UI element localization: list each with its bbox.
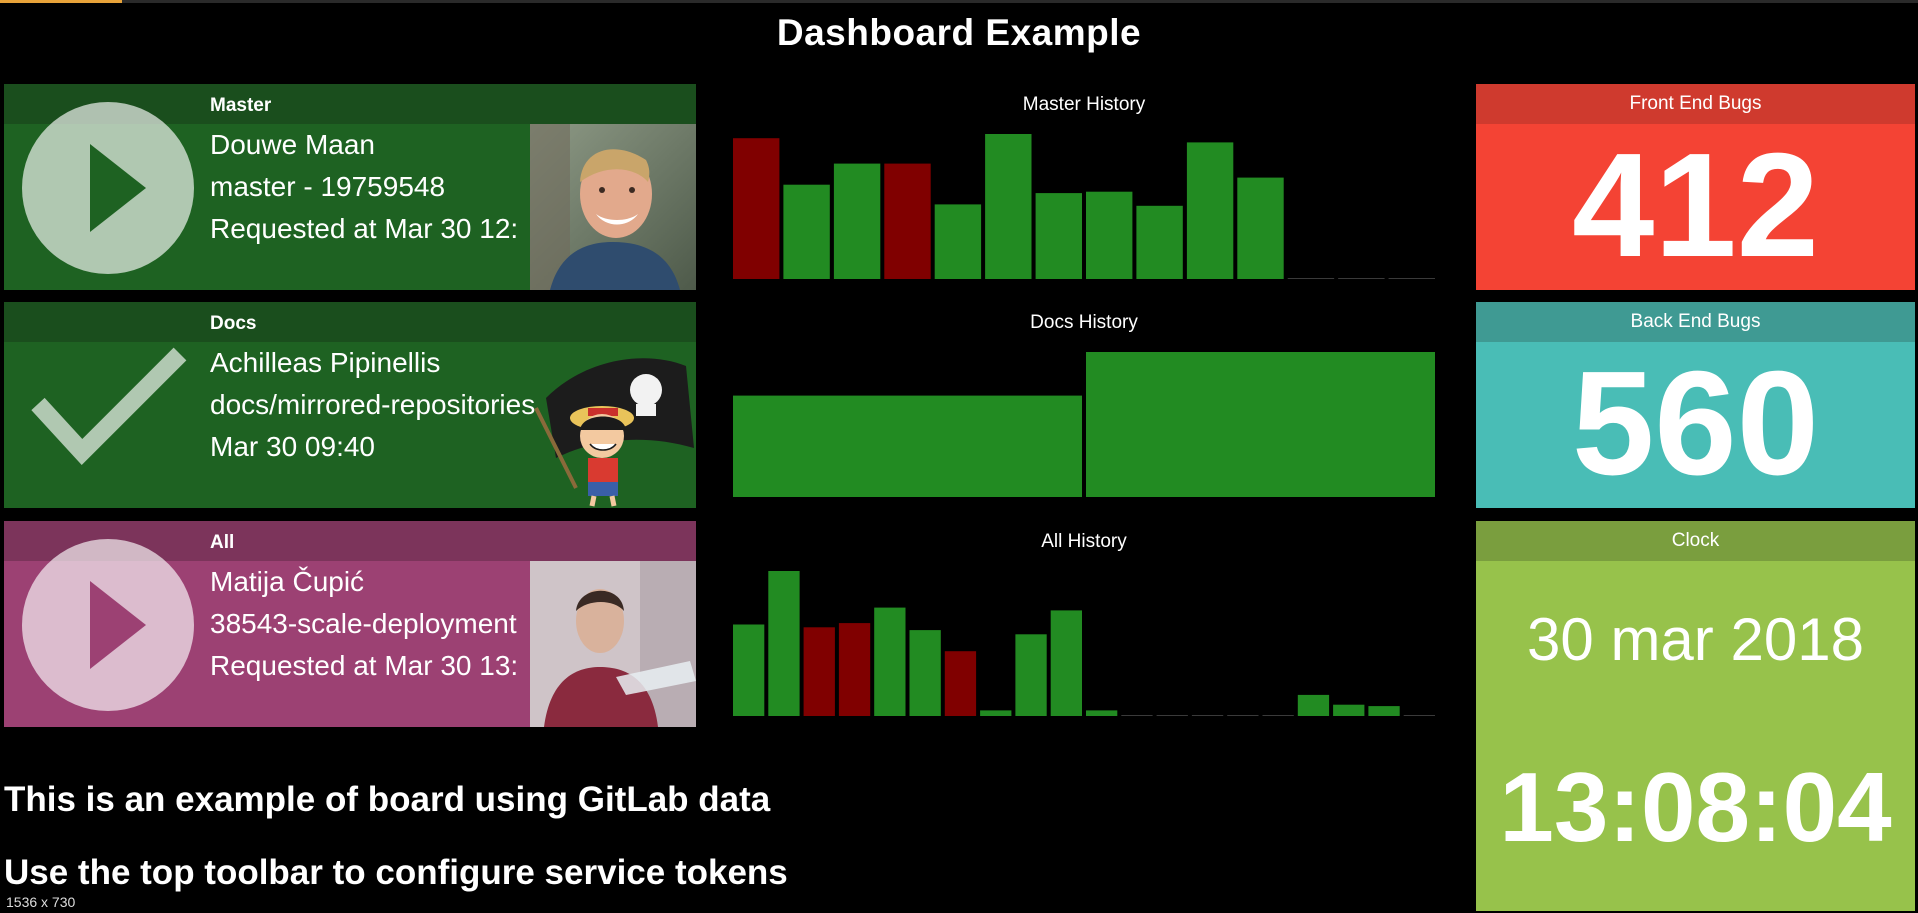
play-icon bbox=[22, 539, 194, 711]
pipeline-author: Douwe Maan bbox=[210, 129, 375, 160]
avatar bbox=[530, 561, 696, 727]
back-end-bugs-tile[interactable]: Back End Bugs 560 bbox=[1476, 302, 1915, 508]
history-bar-success[interactable] bbox=[833, 163, 881, 279]
viewport-size-badge: 1536 x 730 bbox=[0, 892, 84, 913]
history-bar-failed[interactable] bbox=[803, 627, 835, 716]
pipeline-ref: master - 19759548 bbox=[210, 171, 446, 202]
history-chart-master: Master History bbox=[733, 84, 1435, 290]
history-bar-success[interactable] bbox=[1297, 694, 1330, 716]
pipeline-card-all[interactable]: All Matija Čupić 38543-scale-deployment … bbox=[4, 521, 696, 727]
history-bar-failed[interactable] bbox=[944, 651, 977, 716]
front-end-bugs-tile[interactable]: Front End Bugs 412 bbox=[1476, 84, 1915, 290]
history-bars bbox=[733, 134, 1435, 279]
avatar bbox=[526, 338, 696, 508]
history-bar-success[interactable] bbox=[733, 624, 765, 717]
card-header: Docs bbox=[4, 302, 696, 342]
info-text-line-2: Use the top toolbar to configure service… bbox=[4, 853, 788, 892]
history-bar-success[interactable] bbox=[1086, 352, 1435, 497]
history-bar-success[interactable] bbox=[985, 134, 1032, 279]
history-bar-success[interactable] bbox=[874, 607, 906, 716]
history-bar-success[interactable] bbox=[783, 184, 830, 279]
history-bar-success[interactable] bbox=[733, 395, 1082, 497]
pipeline-time: Requested at Mar 30 13: bbox=[210, 650, 519, 681]
page-title: Dashboard Example bbox=[776, 12, 1142, 53]
chart-title: Master History bbox=[1022, 94, 1146, 115]
pipeline-time: Requested at Mar 30 12: bbox=[210, 213, 519, 244]
pipeline-name: Master bbox=[210, 95, 272, 116]
pipeline-details: Douwe Maan master - 19759548 Requested a… bbox=[210, 124, 535, 250]
tile-value: 560 bbox=[1572, 341, 1819, 506]
clock-tile: Clock 30 mar 2018 13:08:04 bbox=[1476, 521, 1915, 911]
pipeline-author: Matija Čupić bbox=[210, 566, 365, 597]
pipeline-details: Achilleas Pipinellis docs/mirrored-repos… bbox=[210, 342, 535, 468]
history-bar-success[interactable] bbox=[1368, 706, 1400, 716]
pipeline-name: All bbox=[210, 532, 235, 553]
play-icon bbox=[22, 102, 194, 274]
pipeline-card-master[interactable]: Master Douwe Maan master - 19759548 Requ… bbox=[4, 84, 696, 290]
clock-date: 30 mar 2018 bbox=[1527, 606, 1864, 673]
history-chart-all: All History bbox=[733, 521, 1435, 727]
history-bar-failed[interactable] bbox=[884, 163, 931, 279]
toolbar-active-indicator bbox=[0, 0, 122, 3]
history-bar-success[interactable] bbox=[1050, 610, 1082, 716]
pipeline-details: Matija Čupić 38543-scale-deployment Requ… bbox=[210, 561, 535, 687]
info-text-line-1: This is an example of board using GitLab… bbox=[4, 780, 771, 819]
tile-label: Front End Bugs bbox=[1476, 84, 1915, 124]
pipeline-author: Achilleas Pipinellis bbox=[210, 347, 441, 378]
tile-label: Clock bbox=[1476, 521, 1915, 561]
top-toolbar-line bbox=[0, 0, 1918, 3]
tile-value: 412 bbox=[1572, 123, 1819, 288]
pipeline-ref: docs/mirrored-repositories bbox=[210, 389, 535, 420]
history-bar-success[interactable] bbox=[1136, 205, 1183, 279]
history-bar-success[interactable] bbox=[980, 710, 1012, 716]
history-bar-success[interactable] bbox=[1086, 191, 1133, 279]
pipeline-card-docs[interactable]: Docs Achilleas Pipinellis docs/mirrored-… bbox=[4, 302, 696, 508]
history-bar-success[interactable] bbox=[1015, 634, 1047, 716]
history-bar-success[interactable] bbox=[909, 630, 941, 716]
pipeline-ref: 38543-scale-deployment bbox=[210, 608, 517, 639]
history-bar-success[interactable] bbox=[1035, 193, 1082, 279]
history-bars bbox=[733, 352, 1435, 497]
chart-title: Docs History bbox=[1030, 312, 1138, 333]
tile-label: Back End Bugs bbox=[1476, 302, 1915, 342]
history-bar-success[interactable] bbox=[1237, 177, 1284, 279]
history-bars bbox=[733, 571, 1435, 717]
history-bar-success[interactable] bbox=[1186, 142, 1234, 279]
history-bar-success[interactable] bbox=[934, 204, 982, 279]
chart-title: All History bbox=[1041, 531, 1127, 552]
history-bar-failed[interactable] bbox=[838, 623, 871, 716]
history-bar-success[interactable] bbox=[1333, 704, 1365, 716]
history-bar-success[interactable] bbox=[768, 571, 800, 716]
pipeline-time: Mar 30 09:40 bbox=[210, 431, 375, 462]
avatar bbox=[530, 124, 696, 290]
checkmark-icon bbox=[31, 347, 187, 466]
history-chart-docs: Docs History bbox=[733, 302, 1435, 508]
history-bar-failed[interactable] bbox=[733, 138, 780, 279]
clock-time: 13:08:04 bbox=[1499, 752, 1892, 862]
pipeline-name: Docs bbox=[210, 313, 257, 334]
history-bar-success[interactable] bbox=[1086, 710, 1118, 716]
